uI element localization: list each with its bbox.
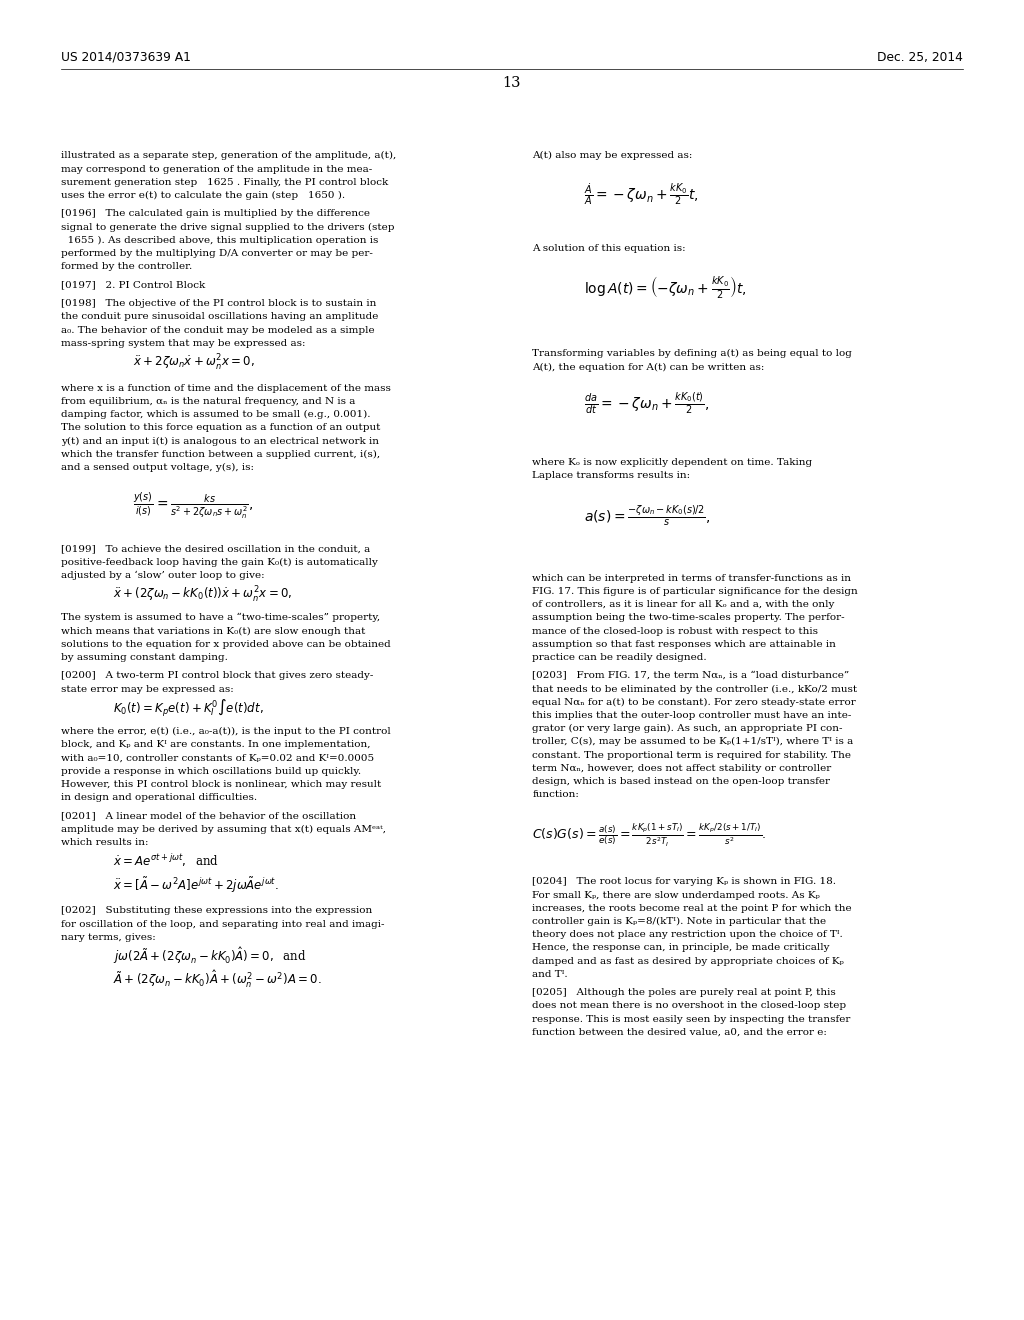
Text: function:: function: [532,791,580,800]
Text: [0199]   To achieve the desired oscillation in the conduit, a: [0199] To achieve the desired oscillatio… [61,545,371,554]
Text: $K_0(t)=K_p e(t)+K_I^0\int e(t)dt,$: $K_0(t)=K_p e(t)+K_I^0\int e(t)dt,$ [113,698,263,719]
Text: performed by the multiplying D/A converter or may be per-: performed by the multiplying D/A convert… [61,249,374,259]
Text: where the error, e(t) (i.e., a₀-a(t)), is the input to the PI control: where the error, e(t) (i.e., a₀-a(t)), i… [61,727,391,737]
Text: for oscillation of the loop, and separating into real and imagi-: for oscillation of the loop, and separat… [61,920,385,929]
Text: $\log A(t)=\left(-\zeta\omega_n+\frac{kK_0}{2}\right)t,$: $\log A(t)=\left(-\zeta\omega_n+\frac{kK… [584,273,746,300]
Text: mance of the closed-loop is robust with respect to this: mance of the closed-loop is robust with … [532,627,818,636]
Text: function between the desired value, a0, and the error e:: function between the desired value, a0, … [532,1028,827,1038]
Text: design, which is based instead on the open-loop transfer: design, which is based instead on the op… [532,777,830,787]
Text: uses the error e(t) to calculate the gain (step  1650 ).: uses the error e(t) to calculate the gai… [61,191,345,201]
Text: $\ddot{x}+2\zeta\omega_n\dot{x}+\omega_n^2x=0,$: $\ddot{x}+2\zeta\omega_n\dot{x}+\omega_n… [133,352,255,374]
Text: $\dot{x}=Ae^{\sigma t+j\omega t},$  and: $\dot{x}=Ae^{\sigma t+j\omega t},$ and [113,851,219,869]
Text: $\frac{y(s)}{i(s)}=\frac{ks}{s^2+2\zeta\omega_n s+\omega_n^2},$: $\frac{y(s)}{i(s)}=\frac{ks}{s^2+2\zeta\… [133,491,254,521]
Text: and a sensed output voltage, y(s), is:: and a sensed output voltage, y(s), is: [61,463,254,473]
Text: block, and Kₚ and Kᴵ are constants. In one implementation,: block, and Kₚ and Kᴵ are constants. In o… [61,741,371,750]
Text: mass-spring system that may be expressed as:: mass-spring system that may be expressed… [61,339,306,348]
Text: $j\omega(2\tilde{A}+(2\zeta\omega_n-kK_0)\hat{A})=0,$  and: $j\omega(2\tilde{A}+(2\zeta\omega_n-kK_0… [113,945,306,966]
Text: increases, the roots become real at the point P for which the: increases, the roots become real at the … [532,904,852,913]
Text: $a(s)=\frac{-\zeta\omega_n-kK_0(s)/2}{s},$: $a(s)=\frac{-\zeta\omega_n-kK_0(s)/2}{s}… [584,504,711,528]
Text: Dec. 25, 2014: Dec. 25, 2014 [877,50,963,63]
Text: damped and as fast as desired by appropriate choices of Kₚ: damped and as fast as desired by appropr… [532,957,844,966]
Text: which can be interpreted in terms of transfer-functions as in: which can be interpreted in terms of tra… [532,574,852,583]
Text: $\ddot{x}=[\tilde{A}-\omega^2 A]e^{j\omega t}+2j\omega\tilde{A}e^{j\omega t}.$: $\ddot{x}=[\tilde{A}-\omega^2 A]e^{j\ome… [113,875,279,895]
Text: The solution to this force equation as a function of an output: The solution to this force equation as a… [61,424,381,433]
Text: theory does not place any restriction upon the choice of Tᴵ.: theory does not place any restriction up… [532,931,843,940]
Text: assumption so that fast responses which are attainable in: assumption so that fast responses which … [532,640,837,649]
Text: Hence, the response can, in principle, be made critically: Hence, the response can, in principle, b… [532,944,830,953]
Text: controller gain is Kₚ=8/(kTᴵ). Note in particular that the: controller gain is Kₚ=8/(kTᴵ). Note in p… [532,917,826,927]
Text: Transforming variables by defining a(t) as being equal to log: Transforming variables by defining a(t) … [532,350,852,359]
Text: For small Kₚ, there are slow underdamped roots. As Kₚ: For small Kₚ, there are slow underdamped… [532,891,820,900]
Text: troller, C(s), may be assumed to be Kₚ(1+1/sTᴵ), where Tᴵ is a: troller, C(s), may be assumed to be Kₚ(1… [532,738,854,747]
Text: of controllers, as it is linear for all Kₒ and a, with the only: of controllers, as it is linear for all … [532,601,835,610]
Text: with a₀=10, controller constants of Kₚ=0.02 and Kᴵ=0.0005: with a₀=10, controller constants of Kₚ=0… [61,754,375,763]
Text: [0201]   A linear model of the behavior of the oscillation: [0201] A linear model of the behavior of… [61,812,356,821]
Text: $C(s)G(s)=\frac{a(s)}{e(s)}=\frac{kK_p(1+sT_I)}{2s^2T_I}=\frac{kK_p/2(s+1/T_I)}{: $C(s)G(s)=\frac{a(s)}{e(s)}=\frac{kK_p(1… [532,822,767,849]
Text: which the transfer function between a supplied current, i(s),: which the transfer function between a su… [61,450,381,459]
Text: equal Nαₙ for a(t) to be constant). For zero steady-state error: equal Nαₙ for a(t) to be constant). For … [532,698,856,708]
Text: [0202]   Substituting these expressions into the expression: [0202] Substituting these expressions in… [61,907,373,916]
Text: $\ddot{x}+(2\zeta\omega_n-kK_0(t))\dot{x}+\omega_n^2x=0,$: $\ddot{x}+(2\zeta\omega_n-kK_0(t))\dot{x… [113,585,292,606]
Text: [0203]   From FIG. 17, the term Nαₙ, is a “load disturbance”: [0203] From FIG. 17, the term Nαₙ, is a … [532,672,850,681]
Text: state error may be expressed as:: state error may be expressed as: [61,685,234,694]
Text: solutions to the equation for x provided above can be obtained: solutions to the equation for x provided… [61,640,391,649]
Text: $\frac{da}{dt}=-\zeta\omega_n+\frac{kK_0(t)}{2},$: $\frac{da}{dt}=-\zeta\omega_n+\frac{kK_0… [584,391,709,417]
Text: positive-feedback loop having the gain K₀(t) is automatically: positive-feedback loop having the gain K… [61,558,378,568]
Text: may correspond to generation of the amplitude in the mea-: may correspond to generation of the ampl… [61,165,373,174]
Text: a₀. The behavior of the conduit may be modeled as a simple: a₀. The behavior of the conduit may be m… [61,326,375,335]
Text: signal to generate the drive signal supplied to the drivers (step: signal to generate the drive signal supp… [61,223,395,232]
Text: and Tᴵ.: and Tᴵ. [532,970,568,979]
Text: [0198]   The objective of the PI control block is to sustain in: [0198] The objective of the PI control b… [61,300,377,309]
Text: [0196]   The calculated gain is multiplied by the difference: [0196] The calculated gain is multiplied… [61,210,371,219]
Text: FIG. 17. This figure is of particular significance for the design: FIG. 17. This figure is of particular si… [532,587,858,597]
Text: surement generation step  1625 . Finally, the PI control block: surement generation step 1625 . Finally,… [61,178,389,187]
Text: damping factor, which is assumed to be small (e.g., 0.001).: damping factor, which is assumed to be s… [61,411,371,420]
Text: formed by the controller.: formed by the controller. [61,263,193,272]
Text: term Nαₙ, however, does not affect stability or controller: term Nαₙ, however, does not affect stabi… [532,764,831,774]
Text: [0197]   2. PI Control Block: [0197] 2. PI Control Block [61,281,206,290]
Text: in design and operational difficulties.: in design and operational difficulties. [61,793,258,803]
Text: that needs to be eliminated by the controller (i.e., kKo/2 must: that needs to be eliminated by the contr… [532,685,858,694]
Text: 13: 13 [503,77,521,90]
Text: [0205]   Although the poles are purely real at point P, this: [0205] Although the poles are purely rea… [532,989,837,998]
Text: nary terms, gives:: nary terms, gives: [61,933,157,942]
Text: amplitude may be derived by assuming that x(t) equals AMᵉᵃᵗ,: amplitude may be derived by assuming tha… [61,825,386,834]
Text: $\frac{\dot{A}}{A}=-\zeta\omega_n+\frac{kK_0}{2}t,$: $\frac{\dot{A}}{A}=-\zeta\omega_n+\frac{… [584,182,698,207]
Text: US 2014/0373639 A1: US 2014/0373639 A1 [61,50,191,63]
Text: practice can be readily designed.: practice can be readily designed. [532,653,708,663]
Text: [0200]   A two-term PI control block that gives zero steady-: [0200] A two-term PI control block that … [61,672,374,681]
Text: which means that variations in K₀(t) are slow enough that: which means that variations in K₀(t) are… [61,627,366,636]
Text: A solution of this equation is:: A solution of this equation is: [532,244,686,253]
Text: from equilibrium, αₙ is the natural frequency, and N is a: from equilibrium, αₙ is the natural freq… [61,397,355,407]
Text: Laplace transforms results in:: Laplace transforms results in: [532,471,690,480]
Text: grator (or very large gain). As such, an appropriate PI con-: grator (or very large gain). As such, an… [532,725,843,734]
Text: constant. The proportional term is required for stability. The: constant. The proportional term is requi… [532,751,852,760]
Text: this implies that the outer-loop controller must have an inte-: this implies that the outer-loop control… [532,711,852,721]
Text: y(t) and an input i(t) is analogous to an electrical network in: y(t) and an input i(t) is analogous to a… [61,437,380,446]
Text: provide a response in which oscillations build up quickly.: provide a response in which oscillations… [61,767,361,776]
Text: $\tilde{A}+(2\zeta\omega_n-kK_0)\hat{A}+(\omega_n^2-\omega^2)A=0.$: $\tilde{A}+(2\zeta\omega_n-kK_0)\hat{A}+… [113,969,322,990]
Text: [0204]   The root locus for varying Kₚ is shown in FIG. 18.: [0204] The root locus for varying Kₚ is … [532,878,837,887]
Text: by assuming constant damping.: by assuming constant damping. [61,653,228,663]
Text: adjusted by a ‘slow’ outer loop to give:: adjusted by a ‘slow’ outer loop to give: [61,570,265,581]
Text: 1655 ). As described above, this multiplication operation is: 1655 ). As described above, this multipl… [61,236,379,246]
Text: where Kₒ is now explicitly dependent on time. Taking: where Kₒ is now explicitly dependent on … [532,458,813,467]
Text: does not mean there is no overshoot in the closed-loop step: does not mean there is no overshoot in t… [532,1002,847,1011]
Text: The system is assumed to have a “two-time-scales” property,: The system is assumed to have a “two-tim… [61,612,381,623]
Text: A(t) also may be expressed as:: A(t) also may be expressed as: [532,152,693,161]
Text: illustrated as a separate step, generation of the amplitude, a(t),: illustrated as a separate step, generati… [61,152,396,161]
Text: which results in:: which results in: [61,838,148,847]
Text: response. This is most easily seen by inspecting the transfer: response. This is most easily seen by in… [532,1015,851,1024]
Text: However, this PI control block is nonlinear, which may result: However, this PI control block is nonlin… [61,780,382,789]
Text: the conduit pure sinusoidal oscillations having an amplitude: the conduit pure sinusoidal oscillations… [61,313,379,322]
Text: where x is a function of time and the displacement of the mass: where x is a function of time and the di… [61,384,391,393]
Text: A(t), the equation for A(t) can be written as:: A(t), the equation for A(t) can be writt… [532,363,765,372]
Text: assumption being the two-time-scales property. The perfor-: assumption being the two-time-scales pro… [532,614,845,623]
